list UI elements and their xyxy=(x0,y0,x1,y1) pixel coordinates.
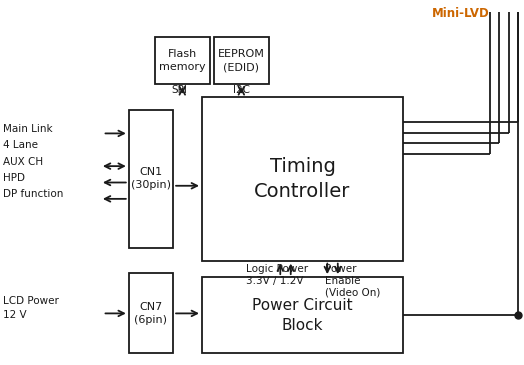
FancyBboxPatch shape xyxy=(129,110,173,248)
Text: CN1
(30pin): CN1 (30pin) xyxy=(131,167,171,191)
Text: Power Circuit
Block: Power Circuit Block xyxy=(252,298,353,333)
Text: DP function: DP function xyxy=(3,189,64,200)
Text: Main Link: Main Link xyxy=(3,124,53,134)
Text: AUX CH: AUX CH xyxy=(3,157,43,167)
Text: LCD Power: LCD Power xyxy=(3,296,59,306)
Text: 4 Lane: 4 Lane xyxy=(3,141,38,150)
Text: 12 V: 12 V xyxy=(3,310,27,320)
Text: Flash
memory: Flash memory xyxy=(159,49,205,72)
Text: CN7
(6pin): CN7 (6pin) xyxy=(135,302,168,325)
Text: Power
Enable
(Video On): Power Enable (Video On) xyxy=(325,264,380,297)
Text: EEPROM
(EDID): EEPROM (EDID) xyxy=(218,49,265,72)
Text: Timing
Controller: Timing Controller xyxy=(254,157,351,201)
FancyBboxPatch shape xyxy=(202,277,403,353)
FancyBboxPatch shape xyxy=(155,37,210,84)
FancyBboxPatch shape xyxy=(129,273,173,353)
Text: HPD: HPD xyxy=(3,173,25,183)
Text: Mini-LVD: Mini-LVD xyxy=(432,7,489,20)
Text: Logic Power
3.3V / 1.2V: Logic Power 3.3V / 1.2V xyxy=(246,264,309,286)
FancyBboxPatch shape xyxy=(202,97,403,261)
Text: I2C: I2C xyxy=(233,85,250,95)
FancyBboxPatch shape xyxy=(214,37,269,84)
Text: SPI: SPI xyxy=(172,85,188,95)
